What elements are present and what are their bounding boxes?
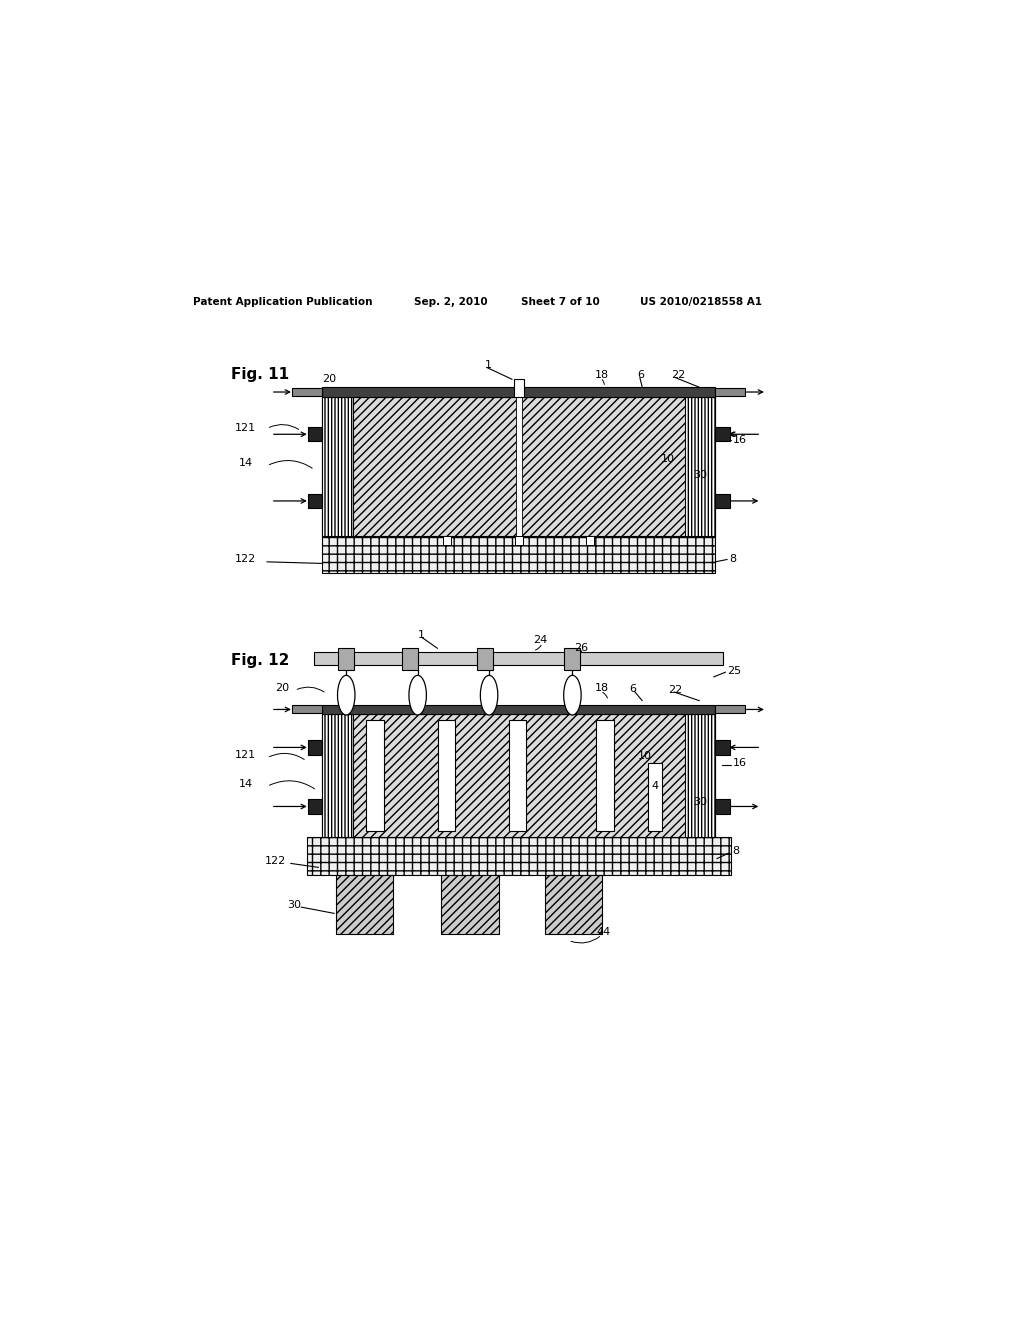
Text: 8: 8 bbox=[729, 554, 736, 565]
Ellipse shape bbox=[409, 676, 426, 715]
Text: 20: 20 bbox=[323, 375, 337, 384]
Text: 26: 26 bbox=[574, 643, 588, 653]
Bar bbox=[477, 648, 494, 669]
Bar bbox=[308, 494, 323, 508]
Bar bbox=[715, 800, 729, 813]
Text: 122: 122 bbox=[264, 857, 286, 866]
Bar bbox=[314, 652, 723, 665]
Bar bbox=[715, 428, 729, 441]
Bar bbox=[441, 875, 499, 935]
Bar bbox=[308, 800, 323, 813]
Text: Sep. 2, 2010: Sep. 2, 2010 bbox=[414, 297, 487, 306]
Text: 10: 10 bbox=[662, 454, 675, 463]
Bar bbox=[685, 714, 715, 837]
Bar bbox=[648, 763, 663, 830]
Bar bbox=[514, 379, 523, 397]
Bar bbox=[308, 428, 323, 441]
Text: 16: 16 bbox=[733, 759, 746, 768]
Bar bbox=[715, 388, 745, 396]
Text: 25: 25 bbox=[727, 665, 741, 676]
Text: 18: 18 bbox=[595, 370, 608, 380]
Bar bbox=[323, 536, 715, 573]
Bar bbox=[323, 714, 715, 837]
Bar bbox=[323, 387, 715, 397]
Bar bbox=[715, 705, 745, 713]
Text: 44: 44 bbox=[596, 928, 610, 937]
Bar bbox=[596, 721, 613, 830]
Text: 24: 24 bbox=[532, 635, 547, 644]
Text: 1: 1 bbox=[418, 630, 425, 640]
Bar bbox=[587, 536, 594, 545]
Text: Patent Application Publication: Patent Application Publication bbox=[194, 297, 373, 306]
Bar bbox=[306, 837, 731, 875]
Ellipse shape bbox=[480, 676, 498, 715]
Bar bbox=[323, 714, 352, 837]
Text: US 2010/0218558 A1: US 2010/0218558 A1 bbox=[640, 297, 762, 306]
Bar bbox=[516, 397, 522, 536]
Text: 1: 1 bbox=[485, 360, 493, 370]
Text: 30: 30 bbox=[693, 470, 707, 479]
Text: 30: 30 bbox=[287, 900, 301, 909]
Text: 30: 30 bbox=[693, 796, 707, 807]
Bar bbox=[323, 705, 715, 714]
Bar bbox=[338, 648, 354, 669]
Text: 22: 22 bbox=[672, 370, 686, 380]
Bar bbox=[443, 536, 452, 545]
Text: 22: 22 bbox=[668, 685, 682, 694]
Bar bbox=[323, 397, 715, 536]
Bar bbox=[715, 741, 729, 755]
Text: 121: 121 bbox=[236, 422, 256, 433]
Bar bbox=[715, 494, 729, 508]
Bar bbox=[292, 705, 323, 713]
Text: 6: 6 bbox=[630, 684, 637, 694]
Text: 122: 122 bbox=[236, 554, 256, 565]
Bar bbox=[367, 721, 384, 830]
Bar bbox=[685, 397, 715, 536]
Bar bbox=[336, 875, 393, 935]
Text: 121: 121 bbox=[236, 751, 256, 760]
Bar bbox=[545, 875, 602, 935]
Text: Fig. 11: Fig. 11 bbox=[231, 367, 290, 381]
Ellipse shape bbox=[563, 676, 582, 715]
Text: 20: 20 bbox=[274, 682, 289, 693]
Bar bbox=[437, 721, 455, 830]
Bar bbox=[401, 648, 418, 669]
Text: 18: 18 bbox=[595, 682, 608, 693]
Text: Sheet 7 of 10: Sheet 7 of 10 bbox=[521, 297, 600, 306]
Bar bbox=[509, 721, 526, 830]
Ellipse shape bbox=[338, 676, 355, 715]
Text: Fig. 12: Fig. 12 bbox=[231, 653, 290, 668]
Bar bbox=[292, 388, 323, 396]
Text: 14: 14 bbox=[240, 458, 253, 467]
Text: 16: 16 bbox=[733, 434, 746, 445]
Text: 4: 4 bbox=[652, 780, 658, 791]
Bar bbox=[515, 536, 523, 545]
Bar bbox=[308, 741, 323, 755]
Bar bbox=[323, 397, 352, 536]
Text: 8: 8 bbox=[733, 846, 740, 855]
Bar bbox=[564, 648, 581, 669]
Text: 10: 10 bbox=[638, 751, 651, 762]
Text: 6: 6 bbox=[638, 370, 644, 380]
Text: 14: 14 bbox=[240, 779, 253, 789]
